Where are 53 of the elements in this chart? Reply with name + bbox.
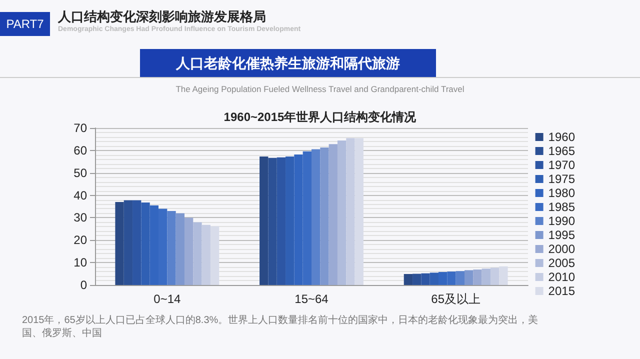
bar [260, 156, 268, 285]
y-tick-label: 40 [74, 188, 88, 202]
legend-label: 1965 [548, 144, 576, 158]
bar [124, 200, 133, 285]
bar [320, 148, 329, 285]
y-tick-label: 30 [74, 210, 88, 225]
bar [412, 274, 422, 285]
text: PART7 [0, 12, 50, 36]
legend-label: 2015 [548, 284, 576, 298]
chart-title: 1960~2015年世界人口结构变化情况 [224, 110, 418, 124]
x-tick-label: 0~14 [154, 292, 182, 306]
legend-label: 1970 [548, 158, 576, 172]
bar [312, 149, 320, 285]
bar [167, 210, 176, 285]
bar [115, 202, 124, 285]
bar [202, 224, 210, 285]
bar [421, 273, 430, 285]
legend-label: 1985 [548, 200, 576, 214]
legend-label: 2005 [548, 256, 576, 270]
legend-label: 1980 [548, 186, 576, 200]
y-tick-label: 20 [74, 233, 88, 248]
bar [490, 268, 500, 285]
bar [404, 274, 413, 285]
bar [482, 268, 490, 285]
legend-label: 1995 [548, 228, 576, 242]
bar [346, 138, 355, 285]
bar [337, 140, 346, 285]
bar [176, 213, 184, 285]
y-tick-label: 50 [74, 166, 88, 180]
text: 人口结构变化深刻影响旅游发展格局 [58, 8, 266, 26]
text: The Ageing Population Fueled Wellness Travel and Grandparent-child Travel [174, 84, 466, 94]
y-tick-label: 0 [80, 278, 88, 292]
x-tick-label: 65及以上 [431, 292, 481, 306]
bar [268, 158, 277, 285]
text: 2015年，65岁以上人口已占全球人口的8.3%。世界上人口数量排名前十位的国家中，日本的老龄化现象最为突出，美国、俄罗斯、中国 [22, 314, 540, 340]
bar [184, 218, 194, 285]
y-tick-label: 70 [74, 121, 88, 135]
bar [328, 144, 338, 285]
bar [473, 270, 482, 285]
bar [464, 270, 474, 285]
bar [132, 200, 142, 285]
legend-label: 2010 [548, 270, 576, 284]
x-tick-label: 15~64 [294, 292, 329, 306]
legend-label: 2000 [548, 242, 576, 256]
legend-label: 1960 [548, 130, 576, 144]
legend-label: 1975 [548, 172, 576, 186]
y-tick-label: 60 [74, 143, 88, 158]
bar [193, 222, 202, 285]
y-tick-label: 10 [74, 256, 88, 270]
text: 人口老龄化催热养生旅游和隔代旅游 [140, 49, 436, 77]
bar [456, 271, 464, 285]
bar [276, 157, 286, 285]
legend-label: 1990 [548, 214, 576, 228]
